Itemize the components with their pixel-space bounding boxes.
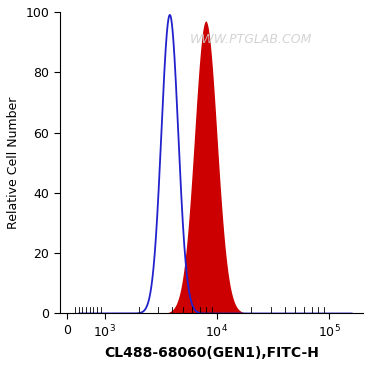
Y-axis label: Relative Cell Number: Relative Cell Number (7, 97, 20, 229)
Text: WWW.PTGLAB.COM: WWW.PTGLAB.COM (190, 33, 312, 46)
X-axis label: CL488-68060(GEN1),FITC-H: CL488-68060(GEN1),FITC-H (104, 346, 319, 360)
